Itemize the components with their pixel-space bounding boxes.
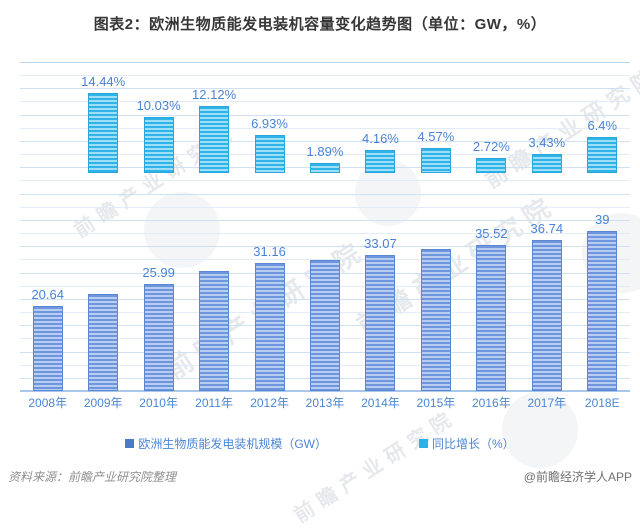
x-axis-label: 2017年	[527, 396, 567, 410]
legend-label: 同比增长（%）	[432, 437, 515, 451]
gridline	[20, 233, 630, 234]
gw-bar	[310, 260, 340, 391]
legend-swatch-installed-capacity	[125, 439, 135, 448]
gridline	[20, 75, 630, 76]
x-axis-label: 2015年	[416, 396, 456, 410]
gridline	[20, 101, 630, 102]
x-axis-label: 2018E	[584, 396, 620, 410]
gridline	[20, 141, 630, 142]
gridline	[20, 220, 630, 221]
gw-value-label: 33.07	[364, 235, 397, 251]
growth-bar	[531, 153, 562, 173]
source-note: 资料来源：前瞻产业研究院整理	[8, 470, 177, 484]
growth-bar	[88, 92, 119, 173]
gw-bar	[476, 244, 507, 391]
gridline	[20, 246, 630, 247]
gw-value-label: 39	[595, 211, 610, 227]
growth-bar	[199, 105, 230, 173]
gw-bar	[587, 230, 618, 391]
growth-value-label: 14.44%	[81, 73, 126, 89]
footer: 资料来源：前瞻产业研究院整理 @前瞻经济学人APP	[8, 468, 632, 485]
gw-value-label: 25.99	[142, 265, 175, 281]
growth-value-label: 12.12%	[192, 86, 237, 102]
gw-bar	[88, 293, 119, 391]
gw-bar	[420, 248, 451, 391]
chart-title: 图表2：欧洲生物质能发电装机容量变化趋势图（单位：GW，%）	[93, 16, 547, 33]
growth-bar	[254, 134, 285, 173]
legend-item-yoy-growth: 同比增长（%）	[419, 435, 515, 452]
legend-label: 欧洲生物质能发电装机规模（GW）	[138, 437, 327, 451]
growth-value-label: 1.89%	[306, 143, 344, 159]
gridline	[20, 128, 630, 129]
growth-value-label: 10.03%	[136, 98, 181, 114]
x-axis-label: 2012年	[250, 396, 289, 410]
gridline	[20, 154, 630, 155]
gw-bar	[254, 262, 285, 391]
growth-value-label: 4.57%	[417, 128, 455, 144]
gridline	[20, 207, 630, 208]
chart-frame: 前瞻产业研究院 前瞻产业研究院 前瞻产业研究院 前瞻产业研究院 前瞻产业研究院 …	[0, 16, 640, 527]
x-axis-label: 2010年	[139, 396, 178, 410]
x-axis-label: 2016年	[472, 396, 511, 410]
x-axis-line	[20, 390, 630, 392]
x-axis-label: 2008年	[28, 396, 68, 410]
gw-bar	[531, 239, 562, 391]
legend: 欧洲生物质能发电装机规模（GW） 同比增长（%）	[0, 435, 640, 452]
x-axis-label: 2011年	[195, 396, 233, 410]
growth-bar	[420, 147, 451, 173]
growth-value-label: 6.93%	[251, 115, 288, 131]
growth-value-label: 4.16%	[362, 130, 399, 146]
gridline	[20, 259, 630, 260]
x-axis-label: 2014年	[361, 396, 400, 410]
legend-swatch-yoy-growth	[419, 439, 428, 448]
growth-value-label: 6.4%	[587, 118, 618, 134]
gridline	[20, 194, 630, 195]
gw-value-label: 31.16	[253, 243, 286, 259]
watermark-text: 前瞻产业研究院	[290, 405, 462, 528]
gw-value-label: 35.52	[475, 225, 508, 241]
gw-value-label: 20.64	[31, 287, 64, 303]
gw-value-label: 36.74	[530, 220, 564, 236]
gridline	[20, 62, 630, 63]
gw-bar	[32, 306, 63, 391]
legend-item-installed-capacity: 欧洲生物质能发电装机规模（GW）	[125, 435, 327, 452]
growth-bar	[310, 162, 340, 173]
growth-value-label: 3.43%	[528, 134, 566, 150]
growth-bar	[476, 157, 507, 173]
gw-bar	[143, 284, 174, 391]
growth-bar	[587, 137, 618, 173]
gridline	[20, 115, 630, 116]
gw-bar	[365, 254, 396, 391]
gw-bar	[199, 271, 230, 391]
x-axis-label: 2013年	[305, 396, 345, 410]
growth-value-label: 2.72%	[472, 138, 510, 154]
growth-bar	[143, 117, 174, 173]
growth-bar	[365, 149, 396, 173]
gridline	[20, 88, 630, 89]
gridline	[20, 180, 630, 181]
x-axis-label: 2009年	[83, 396, 123, 410]
credit-note: @前瞻经济学人APP	[523, 470, 632, 484]
plot-area: 20.64 2008年 14.44% 2009年 25.99 10.03% 2010年 12.…	[20, 62, 630, 410]
